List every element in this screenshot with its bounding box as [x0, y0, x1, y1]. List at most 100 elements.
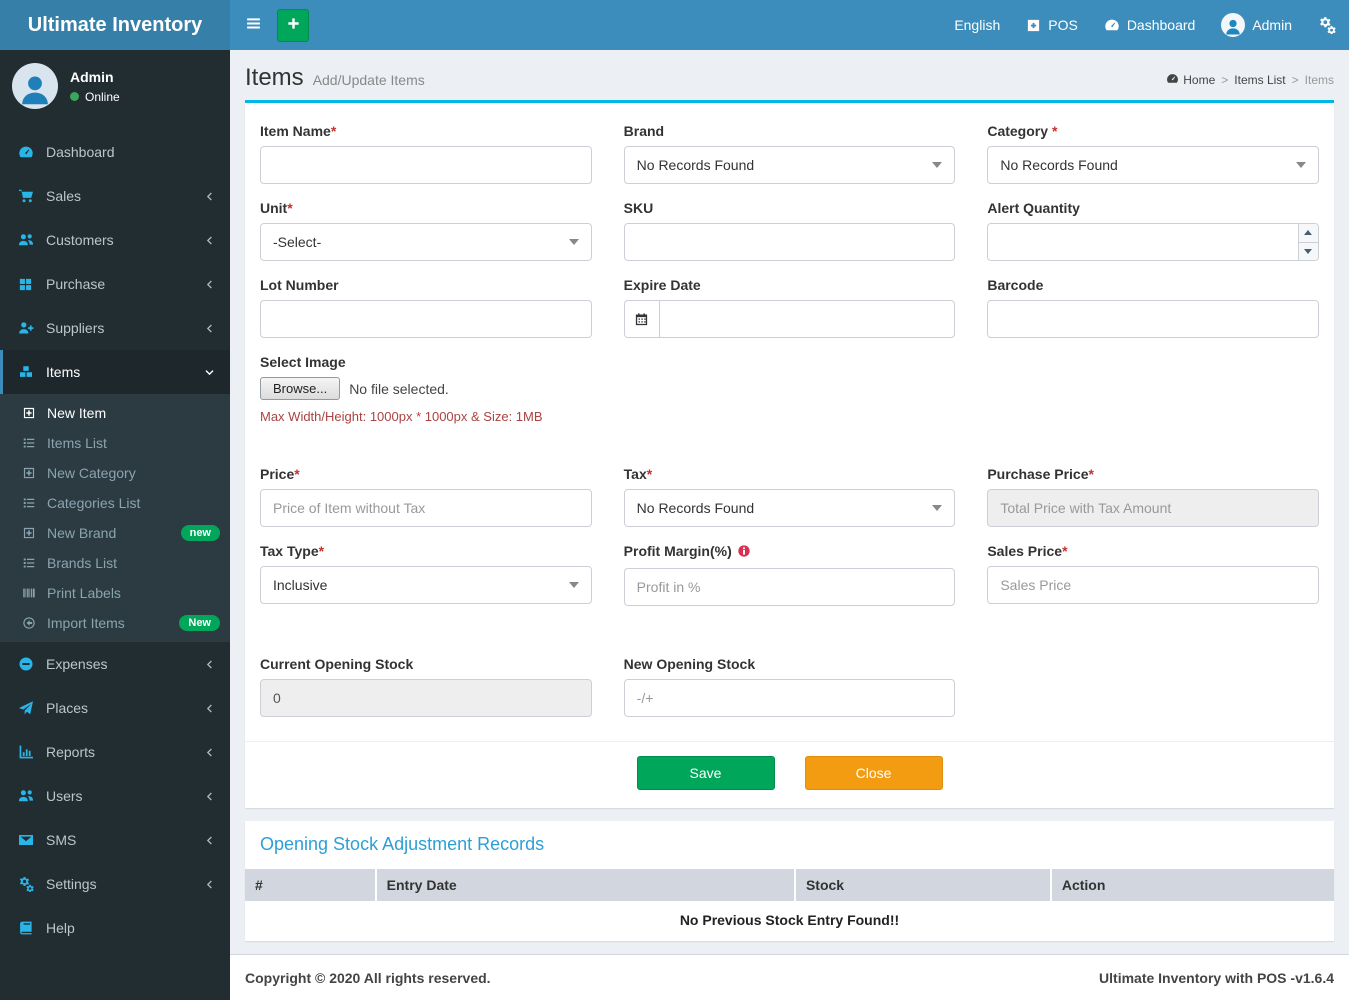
sidebar-item-settings[interactable]: Settings [0, 862, 230, 906]
sidebar-item-label: Customers [46, 232, 114, 248]
language-menu[interactable]: English [941, 0, 1013, 50]
quick-add-button[interactable] [277, 8, 309, 42]
item-form-card: Item Name* Brand No Records Found Catego… [245, 100, 1334, 808]
price-input[interactable] [260, 489, 592, 527]
select-image-label: Select Image [260, 354, 346, 370]
new-opening-stock-label: New Opening Stock [623, 656, 756, 672]
sidebar-item-import-items[interactable]: Import Items New [0, 608, 230, 638]
sidebar-item-new-brand[interactable]: New Brand new [0, 518, 230, 548]
list-icon [22, 436, 37, 450]
quantity-stepper[interactable] [1297, 224, 1318, 261]
new-opening-stock-input[interactable] [623, 679, 956, 717]
browse-button[interactable]: Browse... [260, 377, 341, 400]
calendar-icon[interactable] [623, 300, 660, 338]
caret-down-icon [568, 239, 579, 245]
sidebar-item-items[interactable]: Items [0, 350, 230, 394]
sidebar-item-label: Print Labels [47, 585, 121, 601]
info-circle-icon[interactable] [737, 545, 751, 561]
profit-margin-input[interactable] [623, 568, 956, 606]
cubes-icon [18, 364, 35, 380]
tax-select[interactable]: No Records Found [623, 489, 956, 527]
sidebar-toggle-button[interactable] [230, 0, 276, 50]
sidebar-item-sales[interactable]: Sales [0, 174, 230, 218]
column-header-number: # [245, 869, 377, 901]
save-button[interactable]: Save [636, 756, 775, 790]
plus-square-icon [22, 466, 37, 480]
breadcrumb-home[interactable]: Home [1166, 72, 1215, 88]
dashboard-link[interactable]: Dashboard [1091, 0, 1209, 50]
sidebar-item-places[interactable]: Places [0, 686, 230, 730]
sidebar-item-print-labels[interactable]: Print Labels [0, 578, 230, 608]
brand-select-value: No Records Found [636, 157, 755, 173]
chevron-left-icon [204, 835, 215, 846]
purchase-price-label: Purchase Price* [987, 466, 1094, 482]
category-select-value: No Records Found [1000, 157, 1118, 173]
table-row: No Previous Stock Entry Found!! [245, 901, 1334, 941]
list-icon [22, 496, 37, 510]
breadcrumb-items-list[interactable]: Items List [1234, 73, 1285, 87]
sidebar-item-sms[interactable]: SMS [0, 818, 230, 862]
tax-type-select[interactable]: Inclusive [260, 566, 592, 604]
plus-square-icon [1026, 18, 1041, 33]
avatar [1221, 13, 1246, 37]
sidebar-item-expenses[interactable]: Expenses [0, 642, 230, 686]
sidebar-item-new-category[interactable]: New Category [0, 458, 230, 488]
plus-icon [286, 16, 301, 34]
stepper-up-icon[interactable] [1298, 224, 1318, 243]
page-footer: Copyright © 2020 All rights reserved. Ul… [230, 954, 1349, 1000]
lot-number-input[interactable] [260, 300, 592, 338]
barcode-icon [22, 586, 37, 600]
sidebar-item-users[interactable]: Users [0, 774, 230, 818]
app-brand[interactable]: Ultimate Inventory [0, 0, 230, 50]
sidebar-item-help[interactable]: Help [0, 906, 230, 950]
sidebar-item-label: SMS [46, 832, 77, 848]
tachometer-icon [18, 144, 35, 160]
close-button[interactable]: Close [804, 756, 943, 790]
sidebar-item-label: New Item [47, 405, 107, 421]
envelope-icon [18, 832, 35, 848]
settings-menu-button[interactable] [1305, 0, 1349, 50]
chevron-down-icon [204, 367, 215, 378]
user-name-label: Admin [1252, 17, 1292, 33]
sidebar-item-brands-list[interactable]: Brands List [0, 548, 230, 578]
sales-price-input[interactable] [987, 566, 1319, 604]
caret-down-icon [568, 582, 579, 588]
brand-label: Brand [623, 123, 665, 139]
alert-quantity-input[interactable] [987, 223, 1319, 261]
stepper-down-icon[interactable] [1299, 243, 1318, 261]
version-text: Ultimate Inventory with POS -v1.6.4 [1099, 970, 1334, 986]
sidebar-item-purchase[interactable]: Purchase [0, 262, 230, 306]
sidebar-item-label: Items List [47, 435, 107, 451]
barcode-input[interactable] [987, 300, 1319, 338]
sidebar-item-label: Suppliers [46, 320, 105, 336]
item-name-input[interactable] [260, 146, 592, 184]
sidebar-item-label: Expenses [46, 656, 108, 672]
sidebar-item-label: Categories List [47, 495, 141, 511]
sidebar-item-dashboard[interactable]: Dashboard [0, 130, 230, 174]
column-header-stock: Stock [794, 869, 1052, 901]
stock-records-title: Opening Stock Adjustment Records [260, 834, 545, 854]
brand-select[interactable]: No Records Found [623, 146, 956, 184]
cart-icon [18, 188, 35, 204]
profit-margin-label: Profit Margin(%) [624, 543, 956, 561]
online-dot-icon [70, 92, 79, 101]
sidebar-item-categories-list[interactable]: Categories List [0, 488, 230, 518]
sidebar-item-reports[interactable]: Reports [0, 730, 230, 774]
pos-link[interactable]: POS [1013, 0, 1091, 50]
sidebar-item-customers[interactable]: Customers [0, 218, 230, 262]
book-icon [18, 920, 35, 936]
sidebar-item-suppliers[interactable]: Suppliers [0, 306, 230, 350]
plus-square-icon [22, 406, 37, 420]
online-status[interactable]: Online [70, 90, 120, 104]
category-select[interactable]: No Records Found [987, 146, 1319, 184]
sidebar-item-items-list[interactable]: Items List [0, 428, 230, 458]
user-menu[interactable]: Admin [1208, 0, 1305, 50]
new-badge: New [179, 615, 220, 631]
unit-select[interactable]: -Select- [260, 223, 592, 261]
tax-label: Tax* [623, 466, 653, 482]
page-subtitle: Add/Update Items [312, 72, 425, 88]
sidebar-item-new-item[interactable]: New Item [0, 398, 230, 428]
sidebar-item-label: Settings [46, 876, 97, 892]
sku-input[interactable] [623, 223, 956, 261]
expire-date-input[interactable] [659, 300, 956, 338]
